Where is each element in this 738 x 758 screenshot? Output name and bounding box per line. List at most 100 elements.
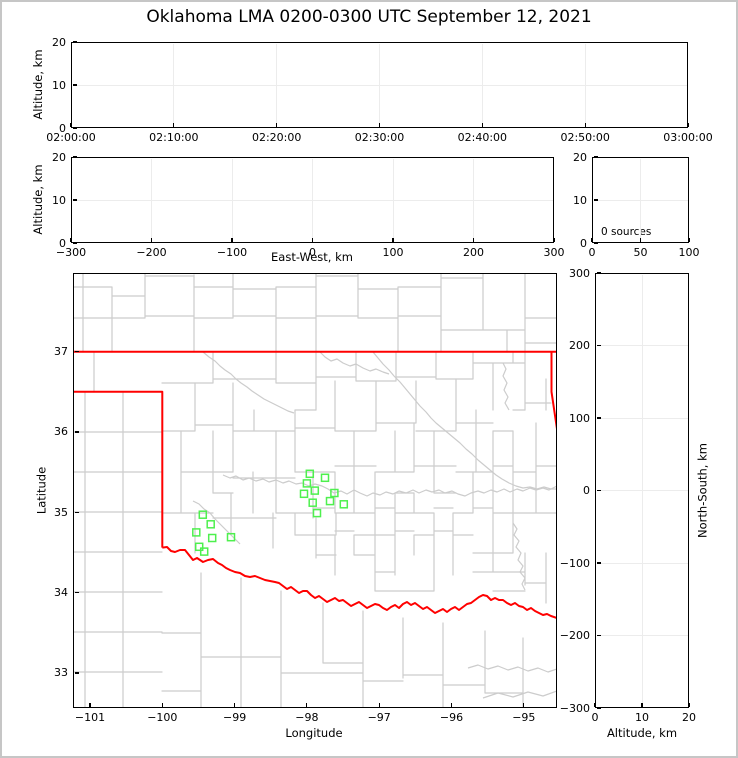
- east-west-height-panel: [71, 157, 554, 243]
- x-tick: [688, 702, 690, 707]
- y-tick-label: 20: [52, 150, 66, 164]
- lma-station-marker: [192, 528, 201, 537]
- lma-station-marker: [312, 508, 322, 518]
- lma-station-marker: [310, 486, 320, 495]
- x-tick: [687, 122, 689, 127]
- lma-station-marker: [302, 479, 312, 488]
- map-panel: [73, 273, 557, 708]
- x-tick-label: 100: [678, 246, 700, 259]
- y-tick-label: 200: [569, 339, 590, 352]
- y-tick-label: 20: [573, 150, 587, 164]
- y-tick-label: 10: [52, 78, 66, 92]
- x-tick: [641, 702, 643, 707]
- x-tick-label: 300: [543, 246, 565, 259]
- x-tick-label: 0: [588, 246, 596, 259]
- y-tick-label: −300: [559, 701, 590, 715]
- y-tick: [74, 511, 79, 513]
- x-tick: [378, 122, 381, 127]
- x-tick: [231, 237, 233, 242]
- x-tick: [450, 702, 453, 707]
- y-tick-label: 36: [54, 425, 68, 439]
- y-tick: [596, 707, 601, 709]
- y-gridline: [596, 635, 688, 636]
- x-tick-label: 03:00:00: [663, 131, 713, 144]
- x-tick: [639, 237, 642, 242]
- x-tick-label: 10: [635, 711, 649, 724]
- lma-station-marker: [299, 489, 309, 499]
- x-tick-label: 50: [633, 246, 648, 259]
- lma-station-marker: [325, 496, 335, 506]
- x-tick-label: −97: [367, 711, 391, 724]
- lma-station-marker: [305, 469, 315, 479]
- y-tick-label: −100: [559, 556, 590, 570]
- x-tick: [70, 122, 72, 127]
- x-tick-label: 02:40:00: [457, 131, 508, 144]
- y-tick-label: 35: [54, 505, 68, 519]
- x-tick: [306, 702, 308, 707]
- x-tick: [276, 122, 278, 127]
- x-tick: [472, 237, 475, 242]
- y-tick-label: 33: [54, 666, 68, 680]
- north-south-height-panel: [595, 273, 689, 708]
- x-tick: [688, 237, 690, 242]
- y-tick: [593, 242, 598, 244]
- y-tick-label: 300: [569, 266, 590, 280]
- x-tick-label: −96: [439, 711, 464, 724]
- x-tick-label: −99: [222, 711, 247, 724]
- y-tick: [74, 351, 79, 353]
- y-gridline: [72, 84, 687, 86]
- y-tick: [593, 156, 598, 158]
- x-tick-label: 200: [463, 246, 484, 259]
- lma-station-marker: [207, 533, 217, 543]
- x-tick: [584, 122, 586, 127]
- x-tick: [70, 237, 72, 242]
- y-tick-label: 10: [52, 193, 66, 207]
- ns-height-ylabel: North-South, km: [695, 443, 710, 538]
- x-tick: [161, 702, 163, 707]
- lma-station-marker: [206, 520, 215, 529]
- y-gridline: [72, 199, 553, 201]
- y-tick: [72, 199, 77, 201]
- x-tick: [311, 237, 314, 242]
- y-gridline: [596, 490, 688, 491]
- y-tick-label: 0: [583, 484, 590, 497]
- lma-station-marker: [198, 510, 208, 519]
- x-tick-label: 02:50:00: [560, 131, 610, 144]
- x-tick-label: 20: [682, 711, 696, 724]
- x-tick-label: −95: [512, 711, 536, 724]
- lma-station-marker: [194, 542, 204, 552]
- y-tick-label: 100: [569, 411, 590, 425]
- y-tick: [596, 344, 601, 347]
- x-tick: [594, 702, 596, 707]
- x-tick: [150, 237, 153, 242]
- y-tick-label: 34: [54, 586, 68, 600]
- y-tick: [596, 272, 601, 274]
- y-tick: [596, 634, 601, 637]
- lma-station-marker: [320, 473, 330, 483]
- x-tick-label: 100: [382, 246, 404, 259]
- lma-station-marker: [226, 532, 236, 542]
- x-tick: [553, 237, 555, 242]
- y-gridline: [596, 417, 688, 419]
- lma-station-markers: [192, 469, 349, 556]
- y-tick: [72, 127, 77, 129]
- y-tick: [74, 672, 79, 674]
- y-tick-label: 10: [573, 193, 587, 207]
- y-tick-label: −200: [559, 629, 590, 642]
- y-tick-label: 20: [52, 35, 66, 49]
- y-tick-label: 0: [59, 236, 66, 250]
- y-tick: [596, 417, 601, 419]
- y-tick-label: 37: [54, 345, 68, 359]
- ns-height-xlabel: Altitude, km: [606, 726, 678, 740]
- x-tick-label: −98: [295, 711, 319, 724]
- x-tick: [234, 702, 236, 707]
- x-tick: [378, 702, 380, 707]
- y-tick: [74, 592, 79, 594]
- x-tick-label: −300: [55, 246, 87, 259]
- x-tick-label: 02:30:00: [354, 131, 405, 144]
- x-tick-label: 0: [591, 711, 599, 724]
- source-histogram-panel: [592, 157, 689, 243]
- lma-station-marker: [339, 500, 349, 509]
- x-tick-label: 02:20:00: [251, 131, 302, 144]
